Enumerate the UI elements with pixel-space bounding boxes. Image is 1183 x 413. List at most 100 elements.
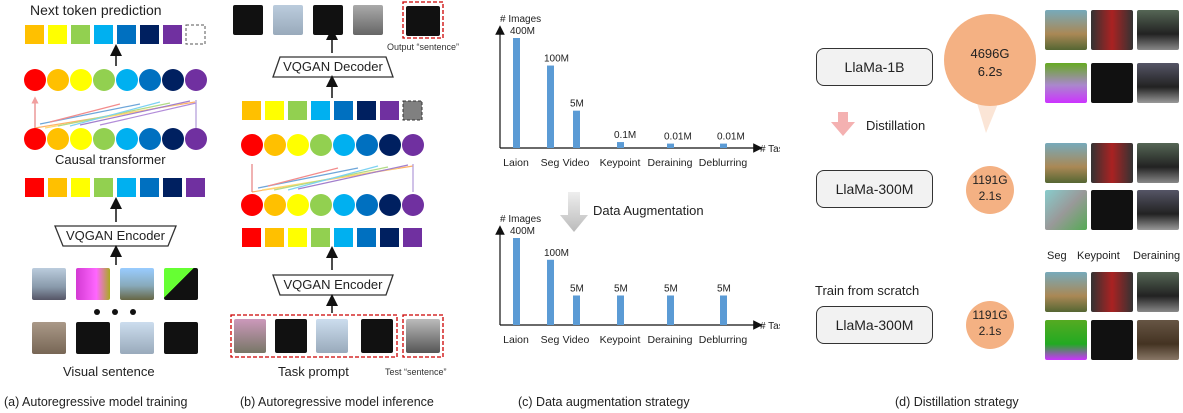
augmentation-arrow [560,192,588,232]
test-image [406,319,440,353]
hidden-circle-row [24,128,207,150]
bar [720,143,727,148]
bar [617,142,624,148]
result-image [1137,320,1179,360]
prompt-image [316,319,348,353]
vqgan-encoder-label: VQGAN Encoder [66,228,165,243]
result-image [1137,190,1179,230]
token [48,25,67,44]
result-image [1137,272,1179,312]
vqgan-encoder-shape [54,225,177,247]
task-label-deraining: Deraining [1133,250,1181,262]
bar [573,295,580,325]
caption-c: (c) Data augmentation strategy [518,395,690,409]
tick-label: Laion [503,157,529,169]
prompt-image [275,319,307,353]
prompt-image [361,319,393,353]
input-token-row [242,228,422,247]
vqgan-encoder-shape [272,274,394,296]
data-label: 400M [510,26,535,37]
predicted-output-image [406,6,440,36]
result-image [1045,272,1087,312]
result-image [1091,143,1133,183]
result-image [1045,10,1087,50]
hidden-circle-row [241,194,424,216]
output-image [313,5,343,35]
predicted-token [185,24,206,45]
result-image [1091,190,1133,230]
bar [513,238,520,325]
data-label: 5M [570,99,584,110]
result-image [1091,320,1133,360]
output-box [402,1,444,39]
tick-label: Keypoint [600,157,641,169]
x-axis-label: # Tasks [760,144,780,155]
caption-a: (a) Autoregressive model training [4,395,188,409]
token [140,25,159,44]
tick-label: Seg [541,334,560,346]
cost-circle-scratch [966,301,1014,349]
output-circle-row [24,69,207,91]
bar [513,38,520,148]
y-axis-label: # Images [500,214,541,225]
result-image [1137,63,1179,103]
tick-label: Deraining [648,157,693,169]
cost-small-flops: 1191G [972,173,1008,187]
data-label: 100M [544,248,569,259]
vqgan-decoder-label: VQGAN Decoder [283,59,383,74]
output-circle-row [241,134,424,156]
model-llama-300m: LlaMa-300M [816,170,933,208]
vqgan-encoder-label: VQGAN Encoder [283,277,383,292]
data-label: 0.01M [664,132,692,143]
visual-sentence-label: Visual sentence [63,364,155,379]
cost-circle-large [944,14,1036,106]
visual-image [76,322,110,354]
token [117,25,136,44]
data-label: 0.1M [614,130,636,141]
bar [617,295,624,325]
distillation-label: Distillation [866,118,926,133]
visual-image [120,322,154,354]
prompt-image [234,319,266,353]
next-token-title: Next token prediction [30,2,162,18]
bar [720,295,727,325]
token [71,25,90,44]
result-image [1091,272,1133,312]
model-llama-1b: LlaMa-1B [816,48,933,86]
result-image [1137,143,1179,183]
cost-scratch-time: 2.1s [978,324,1002,338]
visual-image [76,268,110,300]
bar [667,295,674,325]
visual-image [164,322,198,354]
output-token-row [25,24,206,45]
output-image [233,5,263,35]
output-token-row [242,100,423,121]
bar [547,65,554,148]
panel-b [230,1,444,358]
result-image [1045,143,1087,183]
distillation-arrow [831,112,855,136]
attention-arrows [251,164,414,193]
tick-label: Deblurring [699,157,748,169]
x-axis-label: # Tasks [760,321,780,332]
data-label: 100M [544,54,569,65]
output-image [353,5,383,35]
task-label-keypoint: Keypoint [1077,250,1120,262]
vqgan-decoder-shape [272,56,394,78]
y-axis-label: # Images [500,14,541,25]
cost-small-time: 2.1s [978,189,1002,203]
cost-scratch-flops: 1191G [972,308,1008,322]
data-label: 0.01M [717,132,745,143]
tick-label: Deraining [648,334,693,346]
causal-transformer-label: Causal transformer [55,152,166,167]
task-prompt-label: Task prompt [278,364,349,379]
data-label: 400M [510,226,535,237]
caption-d: (d) Distillation strategy [895,395,1019,409]
tick-label: Laion [503,334,529,346]
result-image [1091,10,1133,50]
token [25,25,44,44]
cost-large-time: 6.2s [977,64,1003,79]
tick-label: Video [563,157,590,169]
panel-c-charts: # Images # Tasks 400M Laion 100M Seg 5M Video 0.… [495,14,780,346]
token [94,25,113,44]
